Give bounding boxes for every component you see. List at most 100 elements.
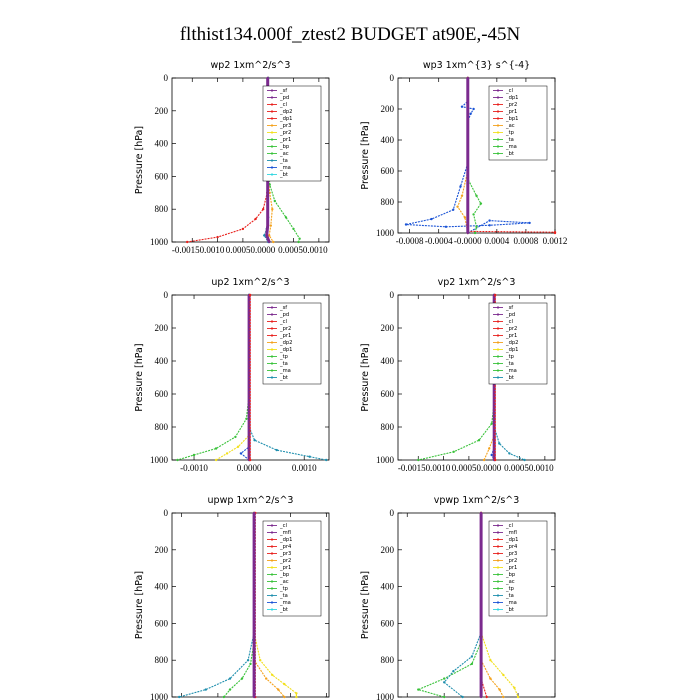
series-line [177, 295, 250, 461]
legend-marker [270, 538, 274, 541]
panel-title: wp3 1xm^{3} s^{-4} [423, 60, 530, 71]
legend-marker [270, 320, 274, 323]
series-point [502, 695, 505, 699]
legend-entry: _dp1 [505, 95, 518, 101]
series-point [234, 435, 237, 439]
legend-entry: _ma [505, 144, 517, 150]
plot-frame [171, 77, 330, 243]
series-point [459, 185, 462, 188]
legend-marker [270, 369, 274, 372]
series-point [553, 231, 557, 235]
series-point [417, 458, 420, 462]
x-tick-label: 0.0000 [237, 463, 262, 473]
legend-entry: _sf [279, 305, 287, 311]
legend-entry: _ac [279, 151, 289, 157]
legend-marker [270, 362, 274, 365]
legend-marker [270, 545, 274, 548]
legend-marker [496, 313, 500, 316]
legend-marker [270, 355, 274, 358]
series-point [443, 677, 446, 680]
legend-marker [270, 313, 274, 316]
y-tick-label: 400 [381, 582, 395, 592]
legend-entry: _pr4 [279, 544, 292, 550]
series-point [295, 692, 298, 695]
x-tick-label: 0.0012 [543, 236, 568, 246]
legend-entry: _dp1 [279, 347, 292, 353]
legend-marker [496, 117, 500, 120]
legend-marker [496, 376, 500, 379]
series-point [295, 695, 298, 699]
chart-panel-5: upwp 1xm^2/s^3 0 200 400 600 800 1000 Pressure … [134, 495, 330, 700]
chart-panels: wp2 1xm^2/s^3 0 200 400 600 800 1000 Pressure [… [134, 60, 568, 700]
x-tick-label: 0.00050.0010 [504, 463, 554, 473]
legend: _cl_mfl_dp1_pr4_pr3_pr2_pr1_bp_ac_tp_ta_… [488, 520, 548, 617]
series-point [277, 688, 280, 691]
legend-marker [270, 117, 274, 120]
legend-marker [270, 376, 274, 379]
legend-marker [496, 601, 500, 604]
legend-entry: _pr1 [505, 565, 517, 571]
series-point [252, 695, 256, 699]
y-tick-label: 200 [381, 323, 395, 333]
series-point [488, 224, 491, 227]
legend-entry: _bt [279, 375, 288, 381]
series-line [416, 513, 482, 698]
chart-panel-4: vp2 1xm^2/s^3 0 200 400 600 800 1000 Pressure [… [360, 277, 556, 473]
legend-entry: _ta [279, 158, 288, 164]
y-tick-label: 800 [381, 422, 395, 432]
legend-marker [270, 587, 274, 590]
legend-marker [496, 524, 500, 527]
legend-marker [496, 110, 500, 113]
legend-entry: _pr4 [505, 544, 518, 550]
legend-entry: _pr2 [279, 130, 291, 136]
legend-marker [496, 608, 500, 611]
legend-entry: _cl [505, 319, 513, 325]
legend-entry: _pr3 [279, 551, 291, 557]
series-point [472, 213, 475, 216]
y-tick-label: 600 [381, 166, 395, 176]
legend-entry: _pd [279, 312, 289, 318]
series-point [292, 227, 295, 231]
x-tick-label: 0.00050.0000 [452, 463, 502, 473]
legend-entry: _ma [279, 368, 291, 374]
legend-entry: _pr2 [505, 326, 517, 332]
panel-title: up2 1xm^2/s^3 [211, 277, 289, 288]
legend: _sf_pd_cl_pr2_pr1_dp2_dp1_tp_ta_ma_bt [262, 302, 322, 385]
legend-marker [270, 580, 274, 583]
y-tick-label: 1000 [150, 692, 169, 700]
x-tick-label: -0.0000 [454, 236, 482, 246]
legend-marker [496, 362, 500, 365]
series-point [262, 208, 265, 211]
legend-marker [270, 96, 274, 99]
series-point [263, 234, 266, 237]
legend-entry: _dp2 [505, 340, 518, 346]
legend-marker [496, 334, 500, 337]
panel-title: vpwp 1xm^2/s^3 [434, 495, 520, 506]
series-point [249, 293, 252, 297]
series-point [236, 445, 240, 448]
series-point [275, 448, 278, 452]
series-point [273, 199, 276, 203]
x-tick-label: -0.0004 [425, 236, 453, 246]
legend-entry: _ma [505, 368, 517, 374]
legend-marker [270, 138, 274, 141]
series-point [283, 695, 286, 699]
legend-entry: _sf [505, 305, 513, 311]
legend-entry: _ta [505, 593, 514, 599]
series-line [418, 295, 495, 461]
legend-marker [496, 573, 500, 576]
legend-marker [270, 559, 274, 562]
legend-marker [496, 103, 500, 106]
series-point [253, 439, 256, 442]
legend-entry: _tp [279, 354, 289, 360]
y-tick-label: 800 [155, 655, 169, 665]
series-point [178, 695, 181, 699]
legend-entry: _ta [279, 593, 288, 599]
legend-marker [270, 110, 274, 113]
series-point [498, 688, 501, 691]
legend-entry: _pr1 [279, 137, 291, 143]
y-tick-label: 600 [155, 389, 169, 399]
series-point [452, 670, 455, 673]
y-tick-label: 200 [155, 106, 169, 116]
x-tick-label: -0.0008 [396, 236, 424, 246]
